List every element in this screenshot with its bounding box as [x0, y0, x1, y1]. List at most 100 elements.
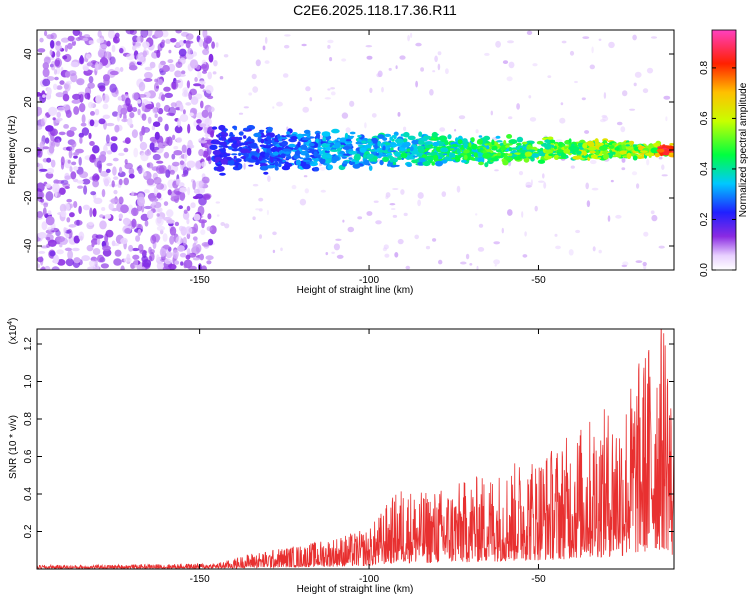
heatmap-cell [157, 207, 162, 213]
heatmap-cell [79, 31, 83, 36]
heatmap-cell [478, 247, 484, 252]
heatmap-cell [183, 109, 186, 114]
heatmap-cell [138, 94, 147, 98]
heatmap-cell [211, 41, 215, 48]
heatmap-cell [161, 40, 165, 45]
heatmap-cell [132, 45, 137, 50]
heatmap-cell [415, 43, 421, 47]
heatmap-cell [665, 116, 667, 121]
heatmap-cell [110, 71, 119, 76]
heatmap-cell [156, 50, 160, 58]
heatmap-cell [661, 164, 664, 170]
heatmap-cell [64, 175, 71, 179]
heatmap-cell [158, 79, 163, 85]
heatmap-cell [142, 41, 150, 48]
y-tick-label: 20 [23, 96, 34, 108]
heatmap-cell [48, 210, 52, 215]
heatmap-cell [99, 118, 106, 124]
heatmap-cell [196, 119, 202, 124]
heatmap-cell [378, 71, 383, 78]
heatmap-cell [63, 124, 69, 129]
heatmap-cell [111, 143, 118, 152]
heatmap-cell [248, 165, 253, 167]
heatmap-cell [150, 62, 156, 69]
heatmap-cell [604, 92, 606, 99]
heatmap-cell [121, 118, 128, 122]
heatmap-cell [253, 184, 259, 187]
heatmap-cell [213, 71, 217, 74]
heatmap-cell [651, 36, 657, 38]
heatmap-cell [216, 134, 220, 137]
heatmap-cell [129, 112, 134, 118]
heatmap-cell [217, 162, 221, 164]
heatmap-cell [236, 158, 242, 162]
snr-ylabel: SNR (10 * v/v) [8, 415, 19, 479]
heatmap-cell [547, 137, 553, 140]
heatmap-cell [195, 161, 201, 170]
heatmap-cell [525, 182, 531, 188]
colorbar-gradient [712, 30, 736, 270]
heatmap-cell [463, 150, 470, 154]
heatmap-cell [484, 53, 490, 56]
heatmap-cell [187, 148, 192, 156]
heatmap-cell [89, 208, 92, 218]
y-tick-label: 0.6 [23, 449, 34, 463]
heatmap-cell [584, 130, 589, 134]
heatmap-cell [46, 191, 54, 201]
heatmap-cell [112, 45, 116, 52]
heatmap-cell [39, 192, 45, 199]
heatmap-cell [525, 152, 532, 157]
heatmap-cell [400, 189, 404, 195]
heatmap-cell [60, 211, 66, 217]
heatmap-cell [517, 147, 520, 150]
heatmap-cell [321, 141, 324, 143]
heatmap-cell [106, 41, 110, 47]
heatmap-cell [538, 160, 545, 164]
heatmap-cell [113, 158, 119, 162]
heatmap-cell [120, 238, 128, 244]
heatmap-cell [106, 134, 110, 143]
heatmap-cell [609, 145, 615, 149]
heatmap-cell [469, 263, 472, 266]
heatmap-cell [63, 94, 70, 102]
heatmap-cell [300, 145, 307, 150]
heatmap-cell [50, 50, 53, 56]
heatmap-cell [466, 254, 469, 260]
heatmap-cell [103, 104, 109, 110]
heatmap-cell [152, 107, 157, 114]
heatmap-cell [217, 214, 220, 216]
heatmap-cell [346, 127, 351, 132]
heatmap-cell [46, 237, 50, 240]
heatmap-cell [137, 109, 140, 115]
heatmap-cell [81, 255, 90, 261]
heatmap-cell [367, 139, 371, 142]
heatmap-cell [569, 138, 572, 143]
heatmap-cell [302, 138, 311, 141]
heatmap-cell [562, 41, 567, 44]
heatmap-cell [384, 134, 391, 137]
heatmap-cell [108, 30, 115, 39]
heatmap-cell [248, 92, 252, 95]
heatmap-cell [76, 78, 84, 85]
heatmap-cell [176, 236, 183, 244]
heatmap-cell [69, 212, 75, 217]
heatmap-cell [364, 122, 367, 128]
heatmap-cell [66, 199, 72, 203]
heatmap-cell [229, 132, 233, 137]
heatmap-cell [65, 248, 71, 251]
heatmap-cell [259, 156, 263, 161]
heatmap-cell [569, 249, 574, 255]
heatmap-cell [420, 67, 424, 71]
heatmap-cell [391, 208, 396, 210]
heatmap-cell [150, 235, 156, 244]
heatmap-cell [38, 48, 46, 53]
heatmap-cell [602, 151, 607, 154]
heatmap-cell [459, 115, 465, 119]
heatmap-cell [156, 102, 161, 108]
heatmap-cell [131, 208, 139, 217]
heatmap-cell [425, 156, 434, 160]
heatmap-cell [387, 155, 393, 159]
heatmap-cell [314, 167, 320, 172]
heatmap-cell [284, 34, 291, 36]
heatmap-cell [54, 69, 57, 75]
